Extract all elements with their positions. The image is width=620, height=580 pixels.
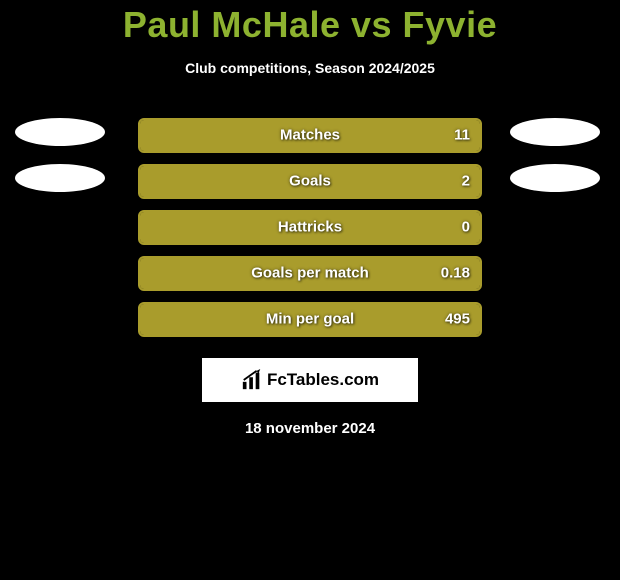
- stat-bar: Goals per match0.18: [138, 256, 482, 291]
- stat-value: 0.18: [441, 265, 470, 282]
- subtitle: Club competitions, Season 2024/2025: [0, 60, 620, 76]
- stat-label: Hattricks: [140, 219, 480, 236]
- player-avatar-left: [15, 164, 105, 192]
- stat-value: 2: [462, 173, 470, 190]
- fctables-logo[interactable]: FcTables.com: [202, 358, 418, 402]
- stat-label: Goals per match: [140, 265, 480, 282]
- stat-bar: Matches11: [138, 118, 482, 153]
- stat-bar: Goals2: [138, 164, 482, 199]
- bars-icon: [241, 369, 263, 391]
- stat-row: Goals per match0.18: [0, 250, 620, 296]
- stat-row: Min per goal495: [0, 296, 620, 342]
- stat-value: 0: [462, 219, 470, 236]
- player-avatar-right: [510, 164, 600, 192]
- stat-row: Hattricks0: [0, 204, 620, 250]
- player-avatar-left: [15, 118, 105, 146]
- page-title: Paul McHale vs Fyvie: [0, 4, 620, 46]
- stats-comparison-card: Paul McHale vs Fyvie Club competitions, …: [0, 0, 620, 437]
- stat-label: Goals: [140, 173, 480, 190]
- snapshot-date: 18 november 2024: [0, 420, 620, 437]
- player-avatar-right: [510, 118, 600, 146]
- stat-label: Min per goal: [140, 311, 480, 328]
- stat-row: Goals2: [0, 158, 620, 204]
- stat-value: 11: [454, 127, 470, 144]
- stat-row: Matches11: [0, 112, 620, 158]
- logo-text: FcTables.com: [267, 370, 379, 390]
- stat-bar: Hattricks0: [138, 210, 482, 245]
- stat-value: 495: [445, 311, 470, 328]
- stat-label: Matches: [140, 127, 480, 144]
- stat-bar: Min per goal495: [138, 302, 482, 337]
- stats-list: Matches11 Goals2 Hattricks0 Goals per match…: [0, 112, 620, 342]
